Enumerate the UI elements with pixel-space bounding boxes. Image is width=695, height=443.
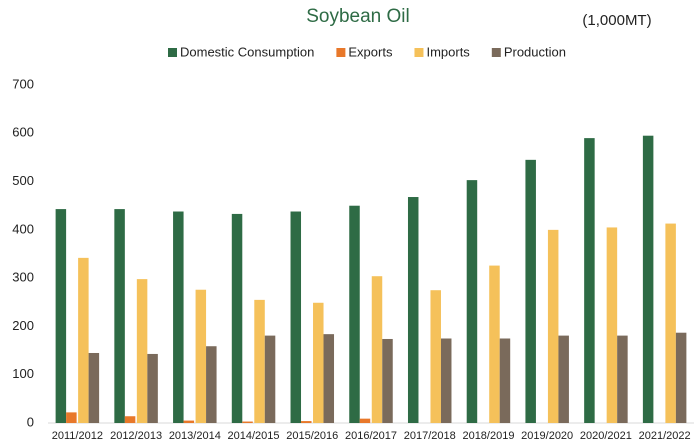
y-tick-label: 200 <box>12 318 34 333</box>
bar <box>147 353 158 423</box>
bar <box>231 213 243 423</box>
bar <box>88 352 100 423</box>
bar <box>665 223 676 423</box>
bar <box>489 265 500 423</box>
bar <box>430 290 441 423</box>
x-tick-label: 2021/2022 <box>639 430 691 442</box>
bar <box>466 180 478 423</box>
y-tick-label: 400 <box>12 221 34 236</box>
x-tick-label: 2011/2012 <box>52 430 103 442</box>
bar <box>606 227 618 423</box>
x-tick-label: 2017/2018 <box>404 430 456 442</box>
bar <box>407 197 419 423</box>
bar <box>525 159 536 424</box>
bar <box>349 205 360 423</box>
x-tick-label: 2014/2015 <box>228 430 280 442</box>
bar <box>675 332 687 423</box>
bar <box>313 302 324 423</box>
bar <box>642 135 654 423</box>
bar <box>359 418 371 423</box>
bar <box>55 209 67 423</box>
bar <box>499 338 511 423</box>
chart-title: Soybean Oil <box>306 6 410 27</box>
legend-label: Production <box>504 44 566 59</box>
chart-subtitle: (1,000MT) <box>582 12 651 29</box>
y-tick-label: 0 <box>27 414 34 429</box>
x-tick-label: 2015/2016 <box>286 430 338 442</box>
bar <box>323 334 335 423</box>
legend-swatch <box>414 48 424 57</box>
x-tick-label: 2012/2013 <box>110 430 162 442</box>
bar <box>440 338 452 423</box>
bar <box>173 211 184 423</box>
bar <box>183 420 195 423</box>
bar <box>195 289 207 423</box>
legend-swatch <box>336 48 346 57</box>
x-tick-label: 2018/2019 <box>462 430 514 442</box>
bar <box>584 138 595 423</box>
bar <box>264 335 276 423</box>
legend-label: Exports <box>348 44 393 59</box>
x-tick-label: 2020/2021 <box>580 430 632 442</box>
bar <box>382 338 393 423</box>
bar <box>66 412 77 423</box>
x-tick-label: 2013/2014 <box>169 430 221 442</box>
bar <box>206 346 217 423</box>
y-tick-label: 700 <box>12 76 34 91</box>
x-tick-label: 2016/2017 <box>345 430 397 442</box>
bar <box>242 421 253 423</box>
y-tick-label: 100 <box>12 366 34 381</box>
x-tick-label: 2019/2020 <box>521 430 573 442</box>
bar <box>301 421 312 423</box>
bar <box>136 279 148 423</box>
bar <box>558 335 569 423</box>
bar <box>78 257 89 423</box>
bar <box>254 299 265 423</box>
bar <box>547 229 559 423</box>
legend-swatch <box>168 48 177 57</box>
bar <box>617 335 628 423</box>
y-tick-label: 300 <box>12 270 34 285</box>
legend-label: Imports <box>426 44 470 59</box>
bar <box>290 211 302 423</box>
bar <box>371 276 383 423</box>
bar <box>124 416 136 423</box>
legend-swatch <box>491 48 501 57</box>
legend-label: Domestic Consumption <box>180 44 314 59</box>
bar <box>114 209 125 423</box>
y-tick-label: 500 <box>12 173 34 188</box>
y-tick-label: 600 <box>12 125 34 140</box>
